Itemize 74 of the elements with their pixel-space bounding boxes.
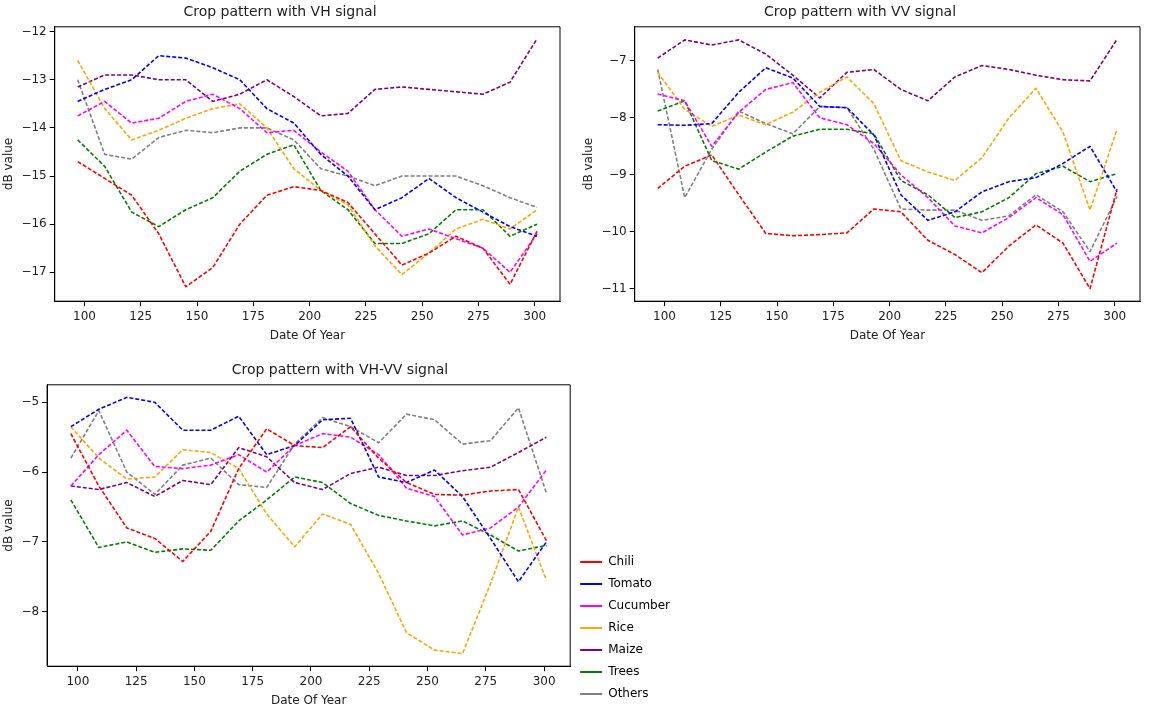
line-series — [656, 100, 1118, 219]
y-tick-label: −16 — [21, 216, 47, 231]
y-tick-label: −8 — [21, 603, 40, 618]
line-series — [70, 425, 548, 563]
x-tick-label: 275 — [1047, 308, 1070, 323]
x-tick-label: 225 — [354, 308, 378, 323]
legend-label: Rice — [608, 620, 634, 635]
y-tick-label: −17 — [21, 264, 47, 279]
x-tick-label: 300 — [1103, 308, 1127, 323]
x-tick-label: 250 — [990, 308, 1014, 323]
line-series — [70, 425, 548, 655]
x-tick-label: 150 — [182, 673, 206, 688]
x-axis-title: Date Of Year — [270, 692, 347, 707]
x-tick-label: 300 — [523, 308, 547, 323]
x-tick-label: 175 — [241, 673, 265, 688]
y-tick-label: −14 — [21, 120, 47, 135]
x-tick-label: 125 — [124, 673, 148, 688]
x-tick-label: 225 — [934, 308, 958, 323]
legend-label: Maize — [608, 642, 643, 657]
x-tick-label: 125 — [709, 308, 733, 323]
line-series — [76, 59, 538, 276]
x-tick-label: 100 — [66, 673, 90, 688]
y-tick-label: −6 — [21, 464, 40, 479]
x-tick-label: 100 — [72, 308, 96, 323]
line-series — [70, 429, 548, 536]
y-tick-label: −12 — [21, 23, 47, 38]
y-axis-title: dB value — [1, 137, 16, 191]
line-series — [76, 54, 538, 238]
line-series — [76, 139, 538, 245]
legend-label: Tomato — [607, 576, 652, 591]
y-tick-label: −15 — [21, 168, 47, 183]
x-tick-label: 225 — [357, 673, 381, 688]
line-series — [70, 407, 548, 496]
x-tick-label: 200 — [299, 673, 323, 688]
line-series — [76, 93, 538, 274]
y-tick-label: −9 — [609, 166, 627, 181]
legend-label: Cucumber — [608, 598, 671, 613]
y-tick-label: −8 — [609, 110, 627, 125]
y-tick-label: −11 — [601, 280, 627, 295]
legend-label: Trees — [607, 664, 640, 679]
legend-label: Others — [608, 686, 649, 701]
x-tick-label: 250 — [416, 673, 439, 688]
x-tick-label: 150 — [185, 308, 209, 323]
line-series — [76, 78, 538, 209]
y-tick-label: −7 — [609, 53, 627, 68]
x-tick-label: 125 — [129, 308, 153, 323]
line-series — [70, 396, 548, 583]
x-tick-label: 300 — [532, 673, 556, 688]
y-axis-title: dB value — [1, 499, 16, 552]
y-tick-label: −13 — [21, 71, 47, 86]
x-tick-label: 100 — [652, 308, 676, 323]
x-tick-label: 150 — [765, 308, 789, 323]
x-tick-label: 175 — [241, 308, 265, 323]
line-series — [656, 154, 1118, 290]
line-series — [70, 436, 548, 498]
y-tick-label: −5 — [21, 394, 40, 409]
x-tick-label: 200 — [878, 308, 902, 323]
x-axis-title: Date Of Year — [269, 327, 346, 342]
chart-title: Crop pattern with VH signal — [183, 3, 377, 20]
line-series — [76, 38, 538, 117]
line-series — [656, 38, 1118, 102]
line-series — [76, 160, 538, 288]
x-tick-label: 275 — [467, 308, 490, 323]
y-tick-label: −7 — [21, 534, 40, 549]
x-axis-title: Date Of Year — [849, 327, 926, 342]
legend-label: Chili — [608, 554, 635, 569]
x-tick-label: 200 — [298, 308, 322, 323]
x-tick-label: 175 — [821, 308, 845, 323]
chart-title: Crop pattern with VV signal — [763, 3, 957, 20]
x-tick-label: 250 — [410, 308, 434, 323]
y-axis-title: dB value — [581, 137, 596, 191]
y-tick-label: −10 — [601, 223, 627, 238]
x-tick-label: 275 — [474, 673, 498, 688]
chart-title: Crop pattern with VH-VV signal — [231, 361, 449, 378]
